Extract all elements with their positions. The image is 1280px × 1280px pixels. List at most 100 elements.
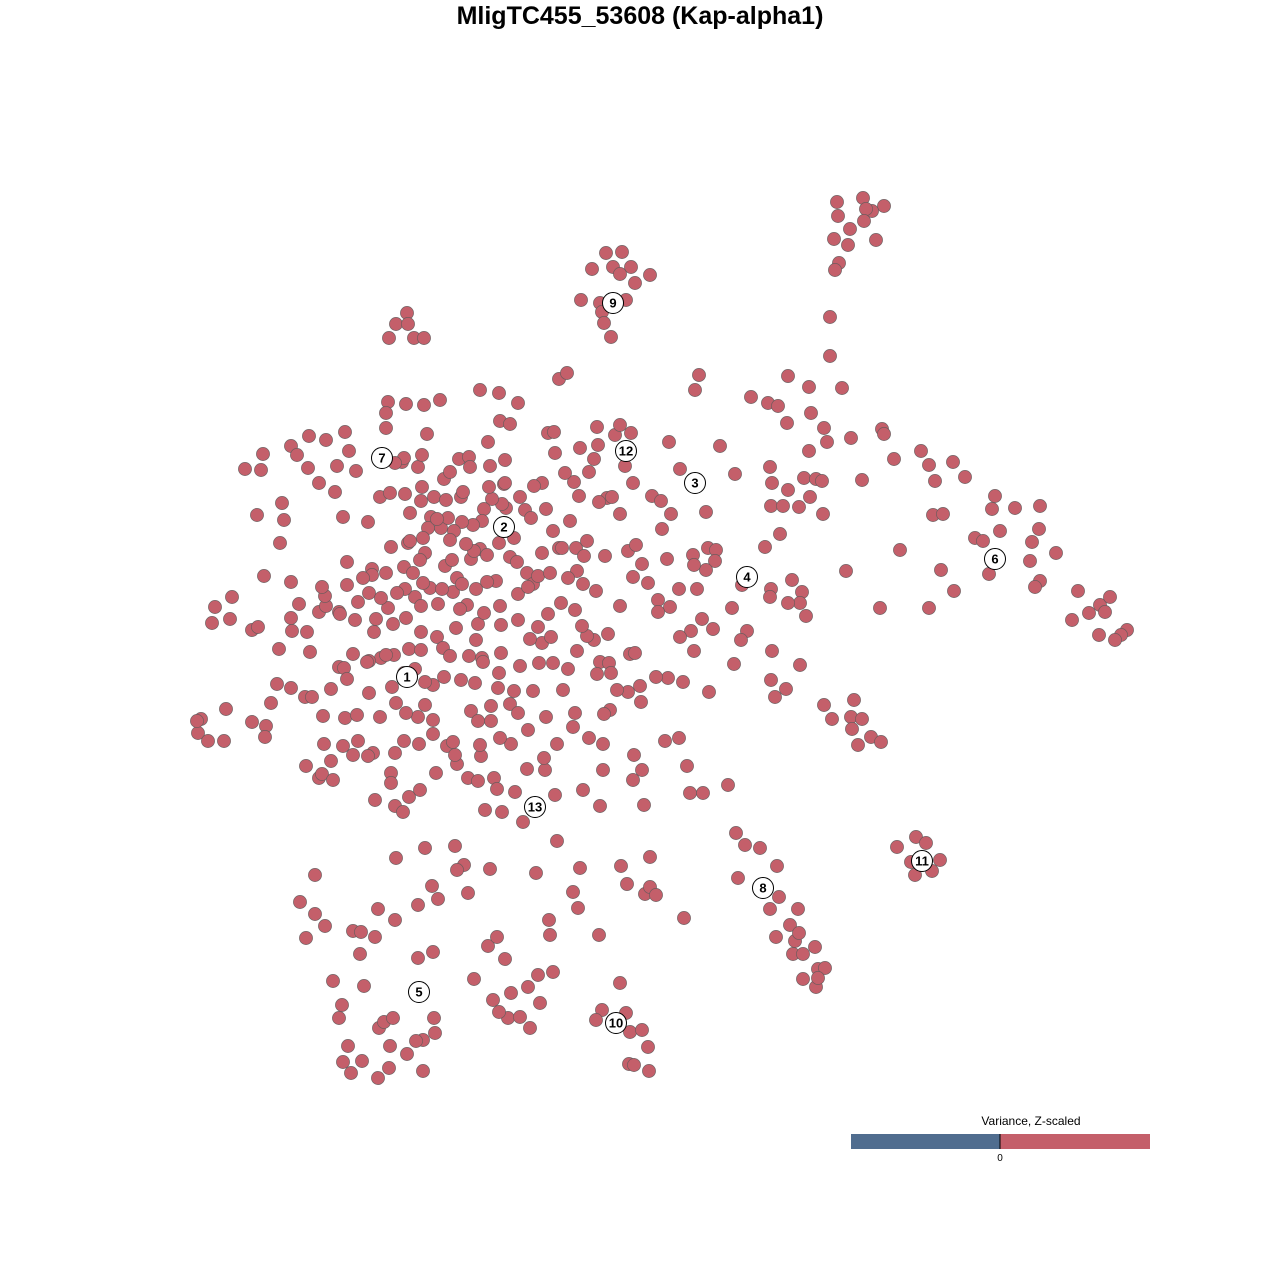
data-point xyxy=(446,735,460,749)
data-point xyxy=(384,776,398,790)
data-point xyxy=(1033,499,1047,513)
data-point xyxy=(651,593,665,607)
data-point xyxy=(338,425,352,439)
data-point xyxy=(615,245,629,259)
data-point xyxy=(544,630,558,644)
data-point xyxy=(914,444,928,458)
data-point xyxy=(561,662,575,676)
data-point xyxy=(792,926,806,940)
data-point xyxy=(439,493,453,507)
data-point xyxy=(312,476,326,490)
data-point xyxy=(382,1061,396,1075)
data-point xyxy=(634,695,648,709)
data-point xyxy=(462,649,476,663)
data-point xyxy=(414,625,428,639)
data-point xyxy=(520,762,534,776)
data-point xyxy=(369,612,383,626)
data-point xyxy=(855,473,869,487)
data-point xyxy=(471,714,485,728)
data-point xyxy=(589,1013,603,1027)
data-point xyxy=(661,671,675,685)
data-point xyxy=(554,596,568,610)
data-point xyxy=(406,566,420,580)
data-point xyxy=(1028,580,1042,594)
data-point xyxy=(426,945,440,959)
data-point xyxy=(673,462,687,476)
data-point xyxy=(498,476,512,490)
data-point xyxy=(808,940,822,954)
data-point xyxy=(461,886,475,900)
cluster-label-text: 5 xyxy=(415,985,422,1000)
data-point xyxy=(627,748,641,762)
data-point xyxy=(426,727,440,741)
data-point xyxy=(379,406,393,420)
data-point xyxy=(629,538,643,552)
data-point xyxy=(783,918,797,932)
data-point xyxy=(427,490,441,504)
data-point xyxy=(660,552,674,566)
data-point xyxy=(399,611,413,625)
cluster-label-badge xyxy=(615,440,637,462)
data-point xyxy=(431,892,445,906)
data-point xyxy=(825,712,839,726)
data-point xyxy=(420,427,434,441)
chart-title: MligTC455_53608 (Kap-alpha1) xyxy=(456,2,824,30)
data-point xyxy=(958,470,972,484)
data-point xyxy=(449,621,463,635)
data-point xyxy=(533,996,547,1010)
data-point xyxy=(548,788,562,802)
data-point xyxy=(592,495,606,509)
data-point xyxy=(922,458,936,472)
data-point xyxy=(412,737,426,751)
cluster-label-text: 7 xyxy=(378,451,385,466)
data-point xyxy=(531,620,545,634)
data-point xyxy=(443,649,457,663)
data-point xyxy=(877,199,891,213)
data-point xyxy=(604,330,618,344)
legend-low-segment xyxy=(851,1134,1000,1149)
data-point xyxy=(672,582,686,596)
data-point xyxy=(817,698,831,712)
cluster-label-1: 1 xyxy=(396,666,418,688)
data-point xyxy=(725,601,739,615)
cluster-label-badge xyxy=(736,566,758,588)
data-point xyxy=(815,474,829,488)
data-point xyxy=(427,1011,441,1025)
data-point xyxy=(385,680,399,694)
data-point xyxy=(379,421,393,435)
data-point xyxy=(459,537,473,551)
data-point xyxy=(416,1064,430,1078)
legend-tick-label: 0 xyxy=(997,1153,1003,1164)
data-point xyxy=(839,564,853,578)
data-point xyxy=(308,868,322,882)
data-point xyxy=(568,706,582,720)
data-point xyxy=(550,737,564,751)
data-point xyxy=(928,474,942,488)
data-point xyxy=(699,563,713,577)
data-point xyxy=(473,383,487,397)
data-point xyxy=(873,601,887,615)
data-point xyxy=(492,386,506,400)
data-point xyxy=(877,427,891,441)
data-point xyxy=(316,709,330,723)
data-point xyxy=(257,569,271,583)
data-point xyxy=(688,383,702,397)
data-point xyxy=(1098,605,1112,619)
cluster-label-6: 6 xyxy=(984,548,1006,570)
data-point xyxy=(763,460,777,474)
cluster-label-badge xyxy=(524,796,546,818)
data-point xyxy=(258,730,272,744)
data-point xyxy=(651,605,665,619)
data-point xyxy=(351,595,365,609)
data-point xyxy=(543,928,557,942)
data-point xyxy=(486,993,500,1007)
data-point xyxy=(251,620,265,634)
data-point xyxy=(582,731,596,745)
data-point xyxy=(415,448,429,462)
data-point xyxy=(620,877,634,891)
data-point xyxy=(823,310,837,324)
data-point xyxy=(471,617,485,631)
data-point xyxy=(1032,522,1046,536)
data-point xyxy=(328,485,342,499)
data-point xyxy=(763,902,777,916)
